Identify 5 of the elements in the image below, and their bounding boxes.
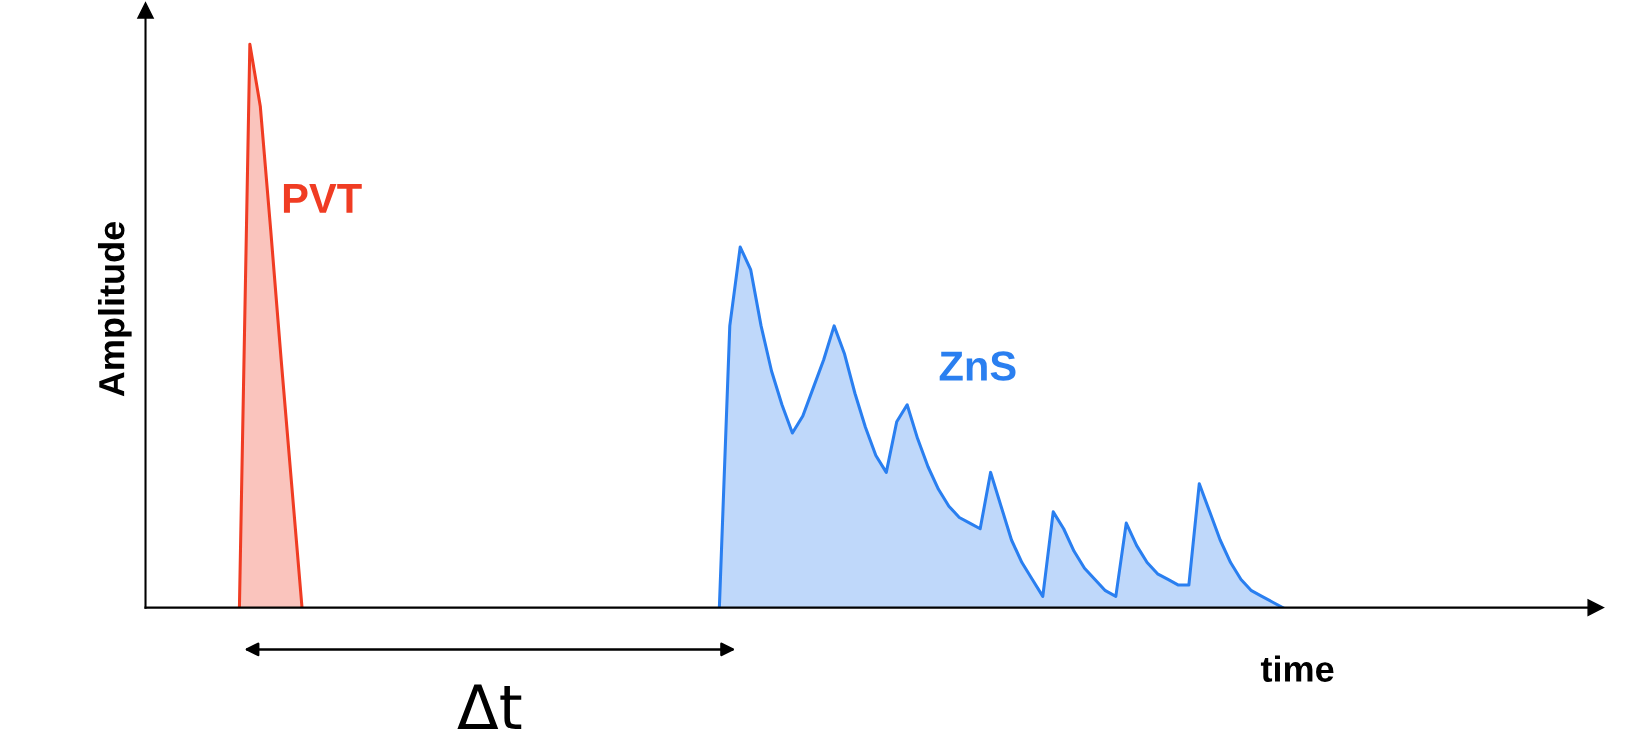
series-label: ZnS bbox=[939, 351, 1016, 381]
y-axis-title: Amplitude bbox=[97, 221, 132, 397]
x-axis-title: time bbox=[1260, 655, 1334, 682]
series-label: PVT bbox=[283, 184, 362, 213]
text: Δt bbox=[457, 684, 522, 729]
